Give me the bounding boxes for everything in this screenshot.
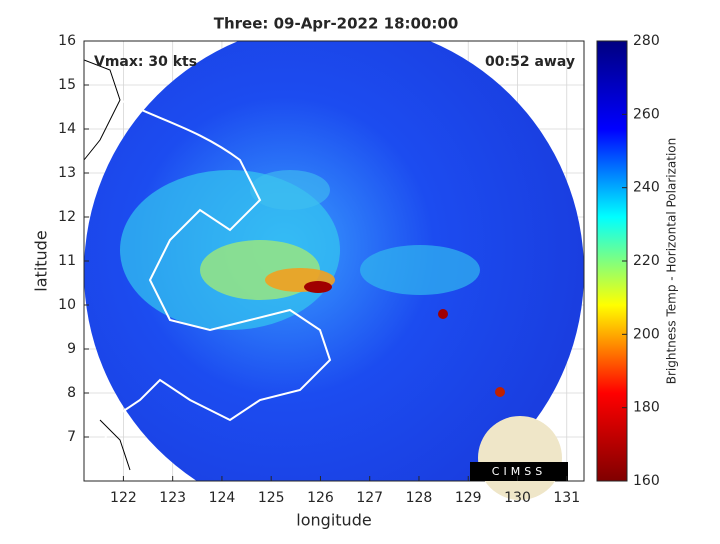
x-tick-label: 131 — [553, 490, 580, 506]
x-tick-label: 127 — [356, 490, 383, 506]
annotation: Vmax: 30 kts — [94, 54, 197, 70]
y-tick-label: 13 — [58, 165, 76, 181]
colorbar-tick-label: 280 — [633, 33, 660, 49]
colorbar-label: Brightness Temp - Horizontal Polarizatio… — [665, 138, 679, 385]
chart-title: Three: 09-Apr-2022 18:00:00 — [214, 15, 459, 33]
x-tick-label: 126 — [307, 490, 334, 506]
colorbar-tick-label: 180 — [633, 400, 660, 416]
y-tick-label: 15 — [58, 77, 76, 93]
y-tick-label: 8 — [67, 385, 76, 401]
colorbar-tick-label: 160 — [633, 473, 660, 489]
y-tick-label: 9 — [67, 341, 76, 357]
x-tick-label: 130 — [504, 490, 531, 506]
colorbar-tick-label: 220 — [633, 253, 660, 269]
x-tick-label: 128 — [406, 490, 433, 506]
colorbar-tick-label: 200 — [633, 326, 660, 342]
y-tick-label: 11 — [58, 253, 76, 269]
imagery — [84, 41, 584, 481]
colorbar-tick-label: 240 — [633, 180, 660, 196]
y-tick-label: 16 — [58, 33, 76, 49]
x-tick-label: 123 — [159, 490, 186, 506]
y-tick-label: 12 — [58, 209, 76, 225]
y-tick-label: 14 — [58, 121, 76, 137]
y-axis-label: latitude — [32, 230, 51, 291]
y-tick-label: 7 — [67, 429, 76, 445]
x-tick-label: 125 — [258, 490, 285, 506]
x-axis-label: longitude — [296, 511, 371, 530]
x-tick-label: 124 — [209, 490, 236, 506]
logo: CIMSS — [470, 416, 568, 500]
logo-text: CIMSS — [492, 465, 546, 478]
annotation: 00:52 away — [485, 54, 575, 70]
colorbar-tick-label: 260 — [633, 106, 660, 122]
x-tick-label: 122 — [110, 490, 137, 506]
y-tick-label: 10 — [58, 297, 76, 313]
x-tick-label: 129 — [455, 490, 482, 506]
